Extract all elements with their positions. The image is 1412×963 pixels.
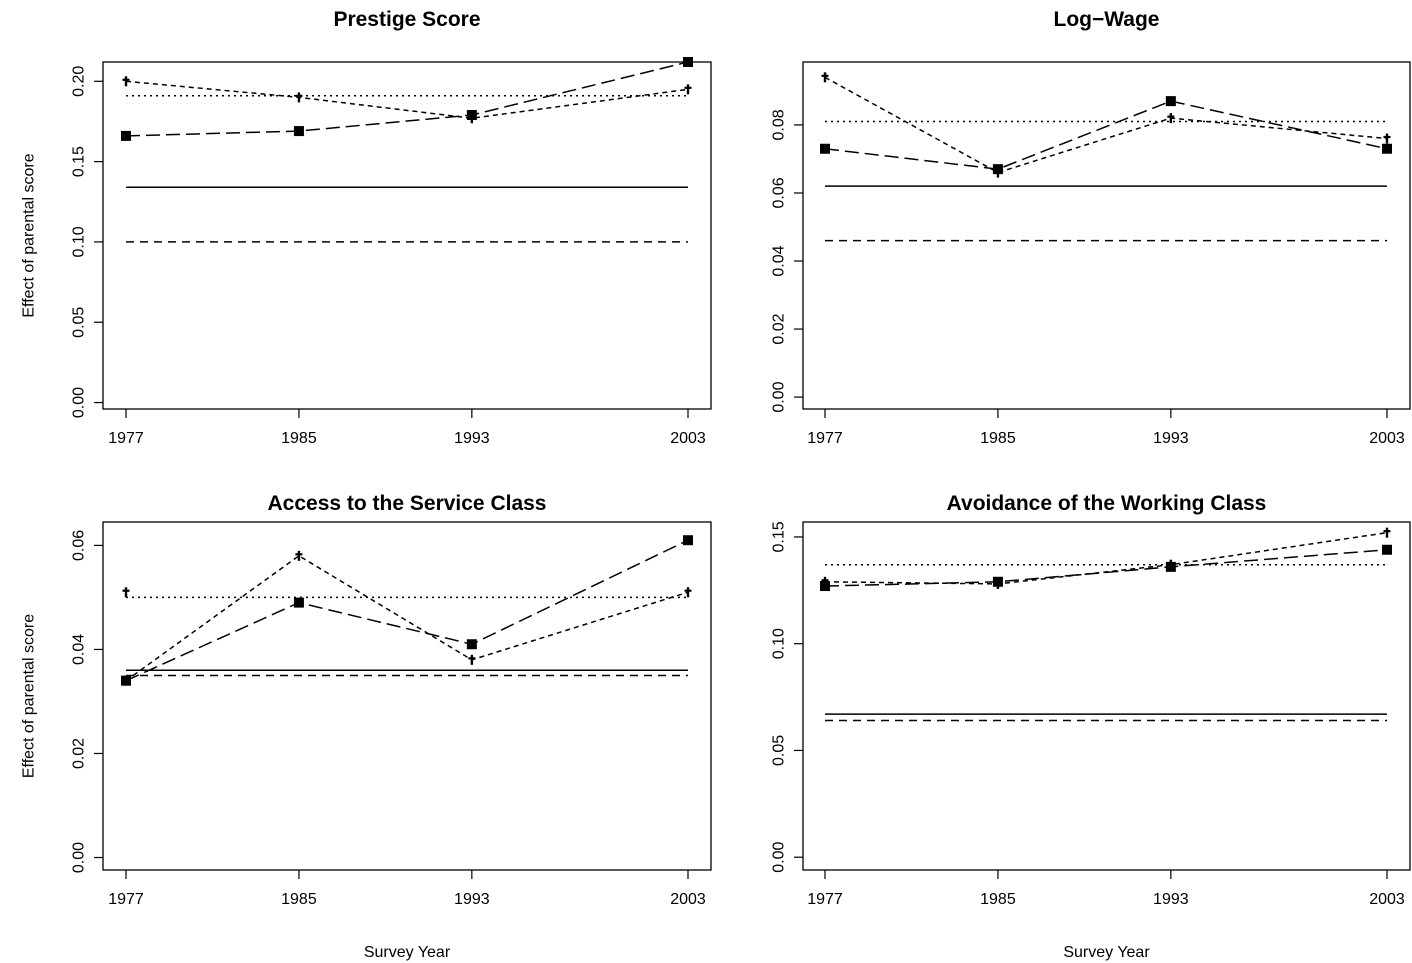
y-tick-label: 0.08 [771, 109, 788, 140]
chart-panel-3: Avoidance of the Working Class 0.00 0.05 0.… [771, 492, 1411, 961]
chart-panel-1: Log−Wage 0.00 0.02 0.04 0.06 0.08 1977 1985 1993… [771, 8, 1411, 447]
plot-frame [802, 61, 1411, 410]
series-line-shortdash [125, 80, 689, 119]
data-point-square [683, 535, 693, 546]
x-tick-label: 2003 [670, 891, 706, 908]
y-tick-label: 0.20 [71, 66, 88, 97]
x-axis-label: Survey Year [1063, 944, 1150, 961]
data-point-square [820, 143, 830, 154]
data-point-dagger [684, 84, 692, 95]
y-tick-label: 0.05 [771, 735, 788, 766]
chart-title: Log−Wage [1054, 8, 1160, 31]
y-tick-label: 0.02 [71, 738, 88, 769]
y-tick-label: 0.02 [771, 313, 788, 344]
series-line-shortdash [125, 554, 689, 682]
series-line-shortdash [824, 76, 1388, 174]
series-line-longdash [824, 549, 1388, 587]
x-tick-label: 1977 [108, 430, 144, 447]
data-point-dagger [1383, 527, 1391, 538]
series-line-longdash [125, 539, 689, 682]
y-axis-label: Effect of parental score [21, 153, 38, 317]
x-tick-label: 1985 [980, 891, 1016, 908]
data-point-square [121, 130, 131, 141]
y-tick-label: 0.00 [771, 842, 788, 873]
data-point-square [1165, 96, 1176, 107]
y-axis-label: Effect of parental score [21, 614, 38, 778]
data-point-dagger [468, 654, 476, 665]
data-point-square [683, 57, 693, 67]
y-tick-label: 0.15 [71, 146, 88, 177]
x-tick-label: 1985 [980, 430, 1016, 447]
data-point-dagger [994, 167, 1002, 178]
y-tick-label: 0.10 [71, 226, 88, 257]
data-point-dagger [684, 587, 692, 598]
data-point-dagger [122, 76, 130, 87]
data-point-dagger [122, 675, 130, 686]
data-point-dagger [821, 576, 829, 587]
y-tick-label: 0.05 [71, 307, 88, 338]
series-line-longdash [824, 100, 1388, 170]
x-tick-label: 1993 [454, 430, 490, 447]
data-point-dagger [1167, 113, 1175, 124]
data-point-dagger [295, 550, 303, 561]
data-point-square [466, 639, 477, 650]
x-tick-label: 1993 [1153, 891, 1189, 908]
data-point-square [1382, 143, 1392, 154]
y-tick-label: 0.04 [71, 634, 88, 665]
x-tick-label: 2003 [1369, 891, 1405, 908]
plot-frame [102, 521, 712, 871]
x-tick-label: 1977 [807, 891, 843, 908]
x-axis-label: Survey Year [364, 944, 451, 961]
data-point-dagger [994, 578, 1002, 589]
x-tick-label: 1977 [807, 430, 843, 447]
x-tick-label: 1977 [108, 891, 144, 908]
data-point-dagger [295, 92, 303, 103]
y-tick-label: 0.00 [71, 387, 88, 418]
data-point-square [1382, 544, 1392, 555]
chart-title: Access to the Service Class [268, 492, 547, 515]
x-tick-label: 1985 [281, 891, 317, 908]
data-point-dagger [1383, 133, 1391, 144]
plot-frame [102, 61, 712, 410]
data-point-square [293, 597, 304, 608]
y-tick-label: 0.00 [71, 842, 88, 873]
chart-title: Avoidance of the Working Class [947, 492, 1267, 515]
x-tick-label: 1993 [1153, 430, 1189, 447]
x-tick-label: 2003 [670, 430, 706, 447]
data-point-dagger [468, 113, 476, 124]
x-tick-label: 2003 [1369, 430, 1405, 447]
chart-panel-2: Access to the Service Class 0.00 0.02 0.04 0… [21, 492, 712, 961]
plot-frame [802, 521, 1411, 871]
data-point-square [293, 126, 304, 137]
chart-panel-0: Prestige Score 0.00 0.05 0.10 0.15 0.20 1977 19… [21, 8, 712, 447]
y-tick-label: 0.06 [771, 177, 788, 208]
x-tick-label: 1985 [281, 430, 317, 447]
y-tick-label: 0.15 [771, 521, 788, 552]
y-tick-label: 0.10 [771, 628, 788, 659]
series-line-longdash [125, 61, 689, 137]
data-point-dagger [1167, 559, 1175, 570]
series-line-shortdash [824, 531, 1388, 585]
chart-title: Prestige Score [333, 8, 480, 31]
data-point-dagger [122, 587, 130, 598]
y-tick-label: 0.06 [71, 530, 88, 561]
y-tick-label: 0.04 [771, 245, 788, 276]
x-tick-label: 1993 [454, 891, 490, 908]
data-point-dagger [821, 72, 829, 83]
y-tick-label: 0.00 [771, 381, 788, 412]
